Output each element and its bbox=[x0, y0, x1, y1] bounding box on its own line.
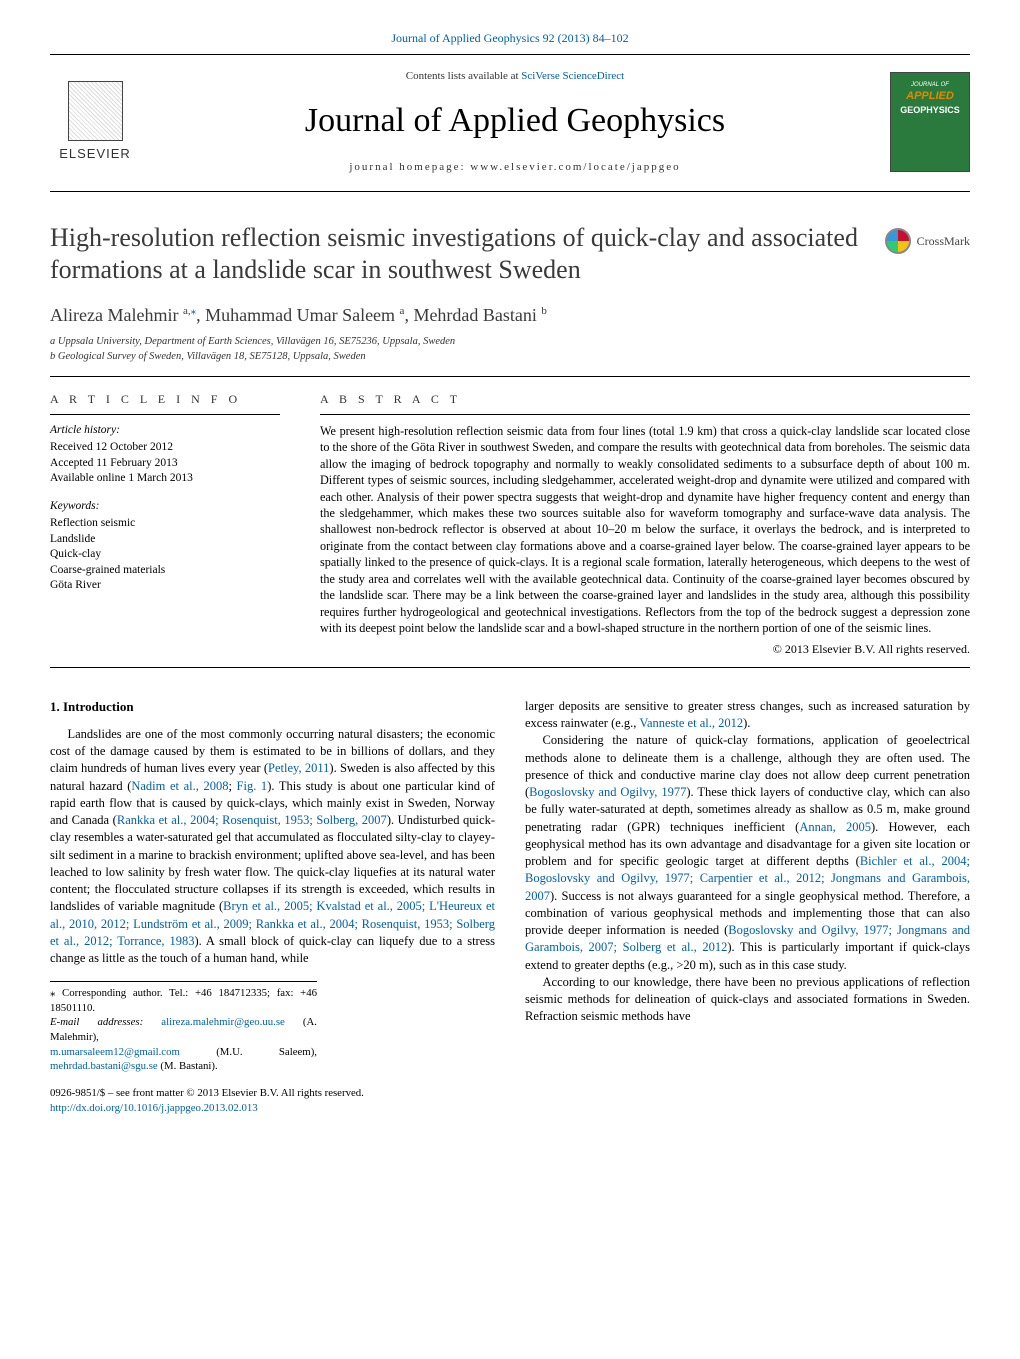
affiliation-b: b Geological Survey of Sweden, Villaväge… bbox=[50, 350, 970, 365]
keywords-label: Keywords: bbox=[50, 499, 280, 515]
running-head-citation: Journal of Applied Geophysics 92 (2013) … bbox=[50, 30, 970, 46]
publisher-logo: ELSEVIER bbox=[50, 72, 140, 172]
rule-below-abstract bbox=[50, 667, 970, 668]
homepage-prefix: journal homepage: bbox=[349, 161, 470, 173]
rule-above-info bbox=[50, 376, 970, 377]
ref-bogoslovsky[interactable]: Bogoslovsky and Ogilvy, 1977 bbox=[529, 785, 686, 799]
keywords-block: Keywords: Reflection seismic Landslide Q… bbox=[50, 499, 280, 594]
article-info-head: A R T I C L E I N F O bbox=[50, 391, 280, 407]
email-line-2: m.umarsaleem12@gmail.com (M.U. Saleem), … bbox=[50, 1045, 317, 1074]
intro-para-3: According to our knowledge, there have b… bbox=[525, 974, 970, 1026]
crossmark-badge[interactable]: CrossMark bbox=[885, 228, 970, 254]
ref-fig1[interactable]: Fig. 1 bbox=[237, 779, 268, 793]
author-1: Alireza Malehmir bbox=[50, 305, 183, 325]
keyword-0: Reflection seismic bbox=[50, 516, 280, 532]
cover-label-geo: GEOPHYSICS bbox=[900, 104, 960, 116]
history-label: Article history: bbox=[50, 423, 280, 439]
rule-banner-bottom bbox=[50, 191, 970, 192]
cover-label-top: JOURNAL OF bbox=[911, 81, 949, 89]
author-1-aff: a, bbox=[183, 305, 191, 317]
contents-prefix: Contents lists available at bbox=[406, 70, 521, 82]
crossmark-label: CrossMark bbox=[917, 233, 970, 249]
ref-nadim[interactable]: Nadim et al., 2008 bbox=[131, 779, 228, 793]
corr-author-line: ⁎ Corresponding author. Tel.: +46 184712… bbox=[50, 986, 317, 1015]
section-1-head: 1. Introduction bbox=[50, 698, 495, 716]
sciencedirect-link[interactable]: SciVerse ScienceDirect bbox=[521, 70, 624, 82]
p1c: ; bbox=[228, 779, 236, 793]
banner-center: Contents lists available at SciVerse Sci… bbox=[160, 69, 870, 175]
history-received: Received 12 October 2012 bbox=[50, 440, 280, 456]
body-two-column: 1. Introduction Landslides are one of th… bbox=[50, 698, 970, 1116]
front-matter: 0926-9851/$ – see front matter © 2013 El… bbox=[50, 1086, 495, 1116]
homepage-url[interactable]: www.elsevier.com/locate/jappgeo bbox=[470, 161, 680, 173]
cover-label-applied: APPLIED bbox=[906, 89, 954, 104]
intro-para-2: Considering the nature of quick-clay for… bbox=[525, 732, 970, 974]
affiliation-a: a Uppsala University, Department of Eart… bbox=[50, 335, 970, 350]
ref-vanneste[interactable]: Vanneste et al., 2012 bbox=[639, 716, 743, 730]
author-2: , Muhammad Umar Saleem bbox=[196, 305, 399, 325]
journal-homepage: journal homepage: www.elsevier.com/locat… bbox=[160, 160, 870, 175]
article-title: High-resolution reflection seismic inves… bbox=[50, 222, 865, 287]
journal-banner: ELSEVIER Contents lists available at Sci… bbox=[50, 59, 970, 187]
article-header: High-resolution reflection seismic inves… bbox=[50, 222, 970, 365]
ref-rankka[interactable]: Rankka et al., 2004; Rosenquist, 1953; S… bbox=[117, 813, 387, 827]
publisher-name: ELSEVIER bbox=[59, 145, 131, 163]
elsevier-tree-icon bbox=[68, 81, 123, 141]
ref-petley[interactable]: Petley, 2011 bbox=[268, 761, 329, 775]
keyword-2: Quick-clay bbox=[50, 547, 280, 563]
body-col-right: larger deposits are sensitive to greater… bbox=[525, 698, 970, 1116]
crossmark-icon bbox=[885, 228, 911, 254]
abstract-column: A B S T R A C T We present high-resoluti… bbox=[320, 391, 970, 656]
rule-top bbox=[50, 54, 970, 55]
body-col-left: 1. Introduction Landslides are one of th… bbox=[50, 698, 495, 1116]
abstract-copyright: © 2013 Elsevier B.V. All rights reserved… bbox=[320, 641, 970, 657]
ref-annan[interactable]: Annan, 2005 bbox=[799, 820, 871, 834]
email-3-tail: (M. Bastani). bbox=[158, 1060, 218, 1072]
email-1[interactable]: alireza.malehmir@geo.uu.se bbox=[161, 1016, 285, 1028]
corresponding-footnote: ⁎ Corresponding author. Tel.: +46 184712… bbox=[50, 981, 317, 1073]
info-rule bbox=[50, 414, 280, 415]
history-accepted: Accepted 11 February 2013 bbox=[50, 456, 280, 472]
abstract-text: We present high-resolution reflection se… bbox=[320, 423, 970, 637]
email-2[interactable]: m.umarsaleem12@gmail.com bbox=[50, 1046, 180, 1058]
author-3: , Mehrdad Bastani bbox=[404, 305, 541, 325]
email-label: E-mail addresses: bbox=[50, 1016, 161, 1028]
journal-cover-thumb: JOURNAL OF APPLIED GEOPHYSICS bbox=[890, 72, 970, 172]
abstract-head: A B S T R A C T bbox=[320, 391, 970, 407]
intro-para-1-cont: larger deposits are sensitive to greater… bbox=[525, 698, 970, 733]
doi-link[interactable]: http://dx.doi.org/10.1016/j.jappgeo.2013… bbox=[50, 1102, 258, 1114]
author-list: Alireza Malehmir a,⁎, Muhammad Umar Sale… bbox=[50, 303, 970, 327]
front-matter-line: 0926-9851/$ – see front matter © 2013 El… bbox=[50, 1086, 495, 1101]
email-3[interactable]: mehrdad.bastani@sgu.se bbox=[50, 1060, 158, 1072]
keyword-1: Landslide bbox=[50, 532, 280, 548]
email-2-tail: (M.U. Saleem), bbox=[180, 1046, 317, 1058]
keyword-3: Coarse-grained materials bbox=[50, 563, 280, 579]
article-history: Article history: Received 12 October 201… bbox=[50, 423, 280, 487]
article-info-column: A R T I C L E I N F O Article history: R… bbox=[50, 391, 280, 656]
history-online: Available online 1 March 2013 bbox=[50, 471, 280, 487]
p2b: ). bbox=[743, 716, 750, 730]
email-line: E-mail addresses: alireza.malehmir@geo.u… bbox=[50, 1015, 317, 1044]
affiliations: a Uppsala University, Department of Eart… bbox=[50, 335, 970, 364]
abstract-rule bbox=[320, 414, 970, 415]
contents-available: Contents lists available at SciVerse Sci… bbox=[160, 69, 870, 84]
keyword-4: Göta River bbox=[50, 578, 280, 594]
journal-name: Journal of Applied Geophysics bbox=[160, 98, 870, 144]
info-abstract-row: A R T I C L E I N F O Article history: R… bbox=[50, 391, 970, 656]
author-3-aff: b bbox=[541, 305, 547, 317]
intro-para-1: Landslides are one of the most commonly … bbox=[50, 726, 495, 968]
